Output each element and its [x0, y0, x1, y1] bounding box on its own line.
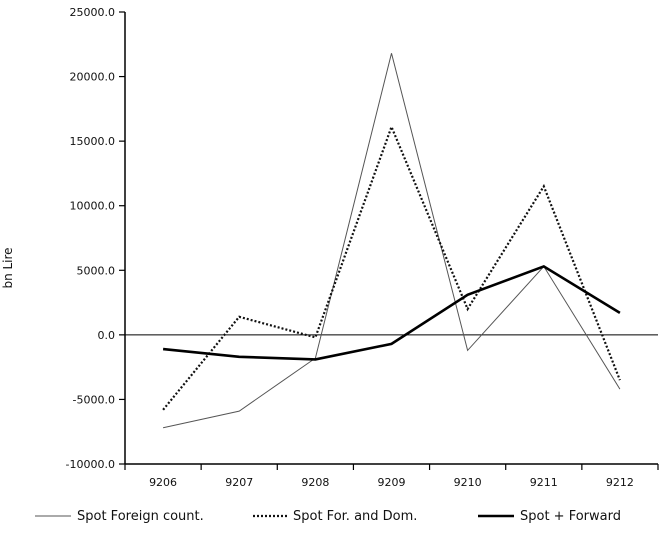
x-tick-label: 9212 — [606, 476, 634, 489]
y-tick-label: -10000.0 — [66, 458, 115, 471]
x-tick-label: 9211 — [530, 476, 558, 489]
y-axis-title: bn Lire — [1, 247, 15, 288]
y-tick-label: 15000.0 — [70, 135, 116, 148]
y-tick-label: 20000.0 — [70, 71, 116, 84]
legend: Spot Foreign count. Spot For. and Dom. Spo… — [35, 509, 621, 524]
legend-label-1: Spot Foreign count. — [77, 509, 204, 524]
legend-label-3: Spot + Forward — [520, 509, 621, 524]
series-layer — [162, 53, 621, 429]
y-tick-label: 0.0 — [98, 329, 116, 342]
x-tick-label: 9208 — [301, 476, 329, 489]
series-line-3 — [162, 264, 621, 361]
y-tick-label: 5000.0 — [77, 264, 116, 277]
x-tick-label: 9210 — [454, 476, 482, 489]
series-line-2 — [162, 123, 621, 411]
y-tick-label: 10000.0 — [70, 200, 116, 213]
y-tick-label: 25000.0 — [70, 6, 116, 19]
x-tick-label: 9206 — [149, 476, 177, 489]
axis-ticks: -10000.0 -5000.0 0.0 5000.0 10000.0 15000.0 20… — [66, 6, 659, 489]
y-tick-label: -5000.0 — [73, 393, 115, 406]
x-tick-label: 9207 — [225, 476, 253, 489]
x-tick-label: 9209 — [378, 476, 406, 489]
legend-label-2: Spot For. and Dom. — [293, 509, 417, 524]
series-line-1 — [162, 53, 621, 429]
plot-area — [124, 12, 658, 465]
